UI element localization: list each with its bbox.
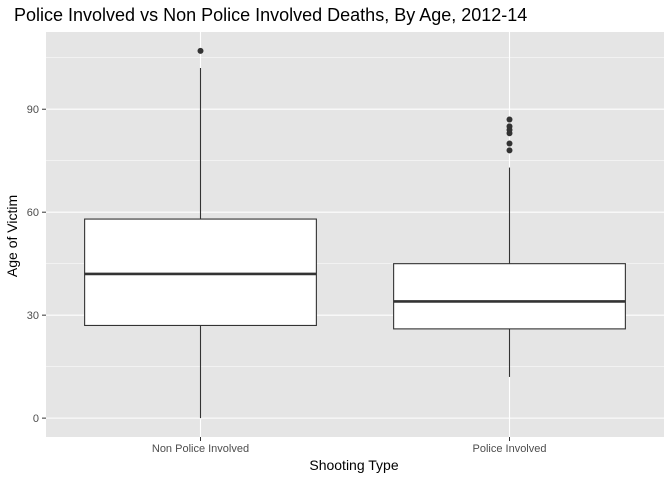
box-iqr: [84, 218, 317, 327]
axis-ticks: 0 30 60 90 Non Police Involved Police Involve…: [27, 104, 547, 455]
box-group: [393, 116, 626, 377]
outlier-point: [506, 116, 513, 123]
y-axis-title: Age of Victim: [4, 195, 20, 277]
x-axis-title: Shooting Type: [309, 457, 398, 473]
outlier-point: [197, 47, 204, 54]
box-iqr: [393, 263, 626, 330]
outlier-point: [506, 140, 513, 147]
outlier-point: [506, 147, 513, 154]
chart-title: Police Involved vs Non Police Involved D…: [14, 5, 527, 25]
x-tick-label: Police Involved: [473, 443, 547, 455]
outlier-point: [506, 123, 513, 130]
y-tick-label: 30: [27, 310, 39, 322]
x-tick-label: Non Police Involved: [152, 443, 249, 455]
y-tick-label: 90: [27, 104, 39, 116]
box-group: [84, 47, 317, 419]
y-tick-label: 60: [27, 207, 39, 219]
y-tick-label: 0: [33, 413, 39, 425]
box-series: [84, 47, 626, 419]
